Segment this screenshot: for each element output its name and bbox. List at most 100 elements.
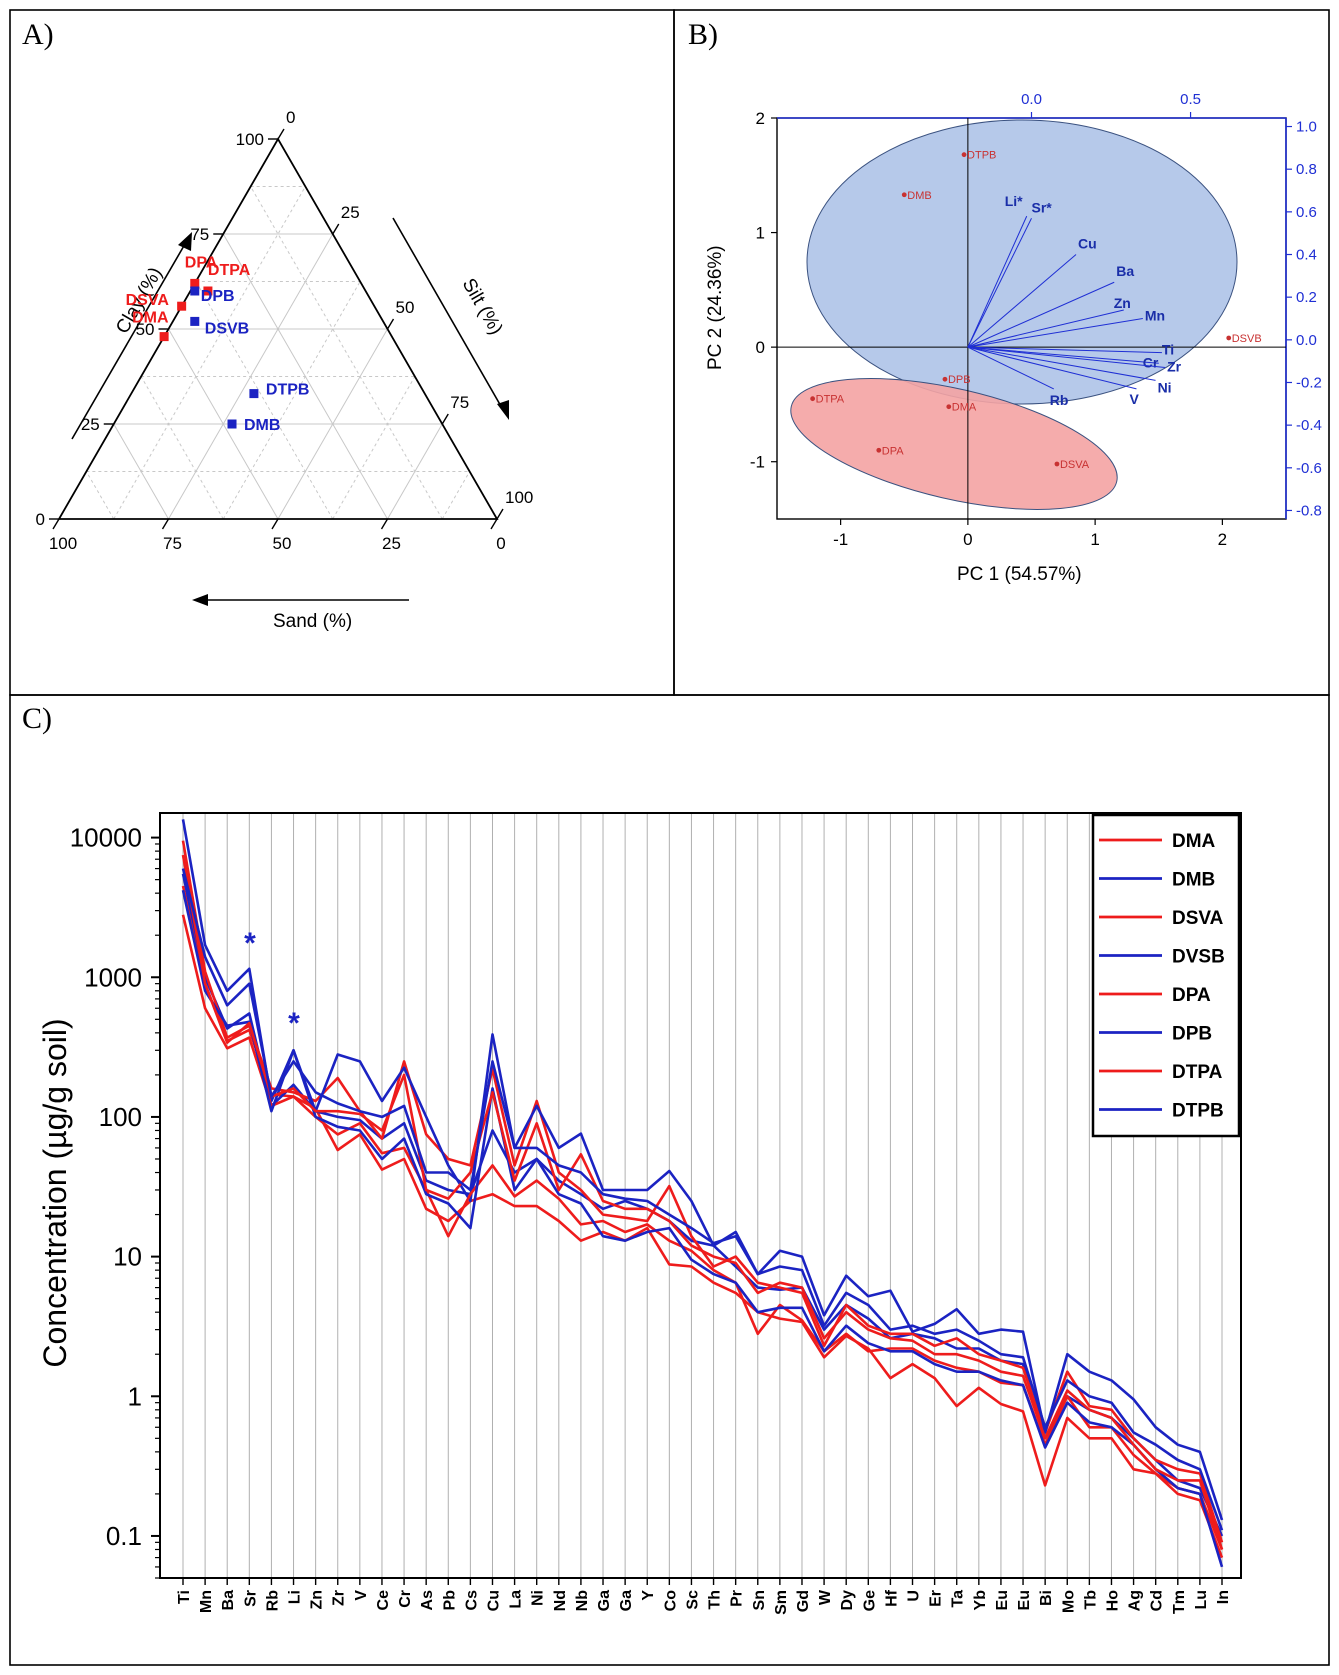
loading-label: Rb [1050, 392, 1069, 408]
series-line-dmb [181, 873, 1224, 1537]
legend-box [1091, 813, 1241, 1138]
sand-tick [52, 518, 60, 530]
score-label: DMA [952, 402, 977, 414]
x-tick-label: Pr [729, 1590, 746, 1607]
pca-x-tick-label: 2 [1218, 530, 1227, 549]
x-tick-label: Ga [618, 1590, 635, 1611]
concentration-plot-frame [159, 812, 1242, 1579]
ternary-point-label: DSVA [126, 292, 170, 309]
ternary-grid [85, 186, 471, 520]
grid-sand-line [250, 186, 443, 520]
x-tick-label: Ba [220, 1590, 237, 1611]
x-tick-label: Pb [441, 1590, 458, 1611]
ternary-point-dmb [227, 419, 237, 429]
x-tick-label: Zn [309, 1590, 326, 1610]
ternary-point-dpa [190, 278, 200, 288]
x-tick-label: Ge [861, 1590, 878, 1611]
score-label: DTPA [816, 394, 845, 406]
x-tick-label: Tm [1171, 1590, 1188, 1614]
legend: DMA DMB DSVA DVSB DPA DPB DTPA DTPB [1091, 813, 1241, 1138]
score-point-dsvb [1226, 335, 1232, 341]
panel-a-label: A) [22, 18, 54, 51]
concentration-gridlines [182, 813, 1223, 1578]
y-tick-label: 100 [99, 1102, 142, 1132]
pca-x-tick-label: 0 [963, 530, 972, 549]
x-tick-label: Rb [264, 1590, 281, 1612]
loading-vector [967, 346, 1166, 369]
loading-label: V [1129, 391, 1139, 407]
x-tick-label: Ho [1104, 1590, 1121, 1612]
pca-right-tick-label: -0.2 [1296, 374, 1322, 391]
x-tick-label: Th [707, 1590, 724, 1610]
concentration-series [181, 819, 1224, 1568]
sand-arrowhead [192, 594, 208, 606]
concentration-x-ticks: Ti Mn Ba Sr Rb Li Zn Zr V Ce Cr As Pb Cs Cu La Ni Nd Nb Ga G… [176, 1578, 1232, 1615]
pca-right-tick-label: 0.8 [1296, 161, 1317, 178]
score-point-dpa [876, 447, 882, 453]
grid-silt-line [113, 186, 306, 520]
score-label: DTPB [967, 150, 996, 162]
li-significance-star: * [288, 1007, 300, 1040]
legend-label: DVSB [1172, 947, 1225, 968]
series-line-dsva [181, 840, 1224, 1543]
pca-right-tick-label: 0.4 [1296, 247, 1317, 264]
loading-vector [967, 281, 1115, 348]
silt-tick [441, 413, 449, 425]
clay-tick-label: 75 [190, 225, 209, 244]
grid-silt-line [332, 376, 416, 520]
loading-vector [967, 346, 1156, 381]
x-tick-label: Er [928, 1590, 945, 1607]
silt-tick-label: 0 [286, 108, 295, 127]
x-tick-label: As [419, 1590, 436, 1611]
ternary-point-label: DPA [185, 254, 218, 271]
legend-label: DPB [1172, 1024, 1212, 1045]
pca-y-tick-label: -1 [750, 453, 765, 472]
sand-tick [161, 518, 170, 530]
loading-label: Ni [1158, 379, 1172, 395]
sand-tick-label: 75 [163, 534, 182, 553]
ternary-point-label: DTPB [266, 382, 310, 399]
x-tick-label: Eu [994, 1590, 1011, 1610]
x-tick-label: Gd [795, 1590, 812, 1612]
sr-significance-star: * [244, 927, 256, 960]
pca-right-tick-label: 1.0 [1296, 119, 1317, 136]
grid-sand-line [195, 281, 334, 520]
grid-sand-line [140, 376, 224, 520]
sand-tick-label: 100 [49, 534, 77, 553]
x-tick-label: Bi [1038, 1590, 1055, 1606]
loading-label: Sr* [1032, 199, 1053, 215]
pca-axes-ticks: -1 0 1 2 -1 0 1 2 0.0 0.5 1.0 0.8 0.6 0.4 0.2 0.0 -0.2 -0… [750, 91, 1322, 549]
silt-tick [496, 508, 504, 520]
legend-label: DTPB [1172, 1101, 1224, 1122]
x-tick-label: Ti [176, 1590, 193, 1604]
x-tick-label: Y [640, 1590, 657, 1601]
ternary-point-dsva [177, 301, 187, 311]
silt-tick-label: 50 [396, 298, 415, 317]
concentration-chart: 0.1 1 10 100 1000 10000 Ti Mn Ba Sr Rb Li Zn Zr V Ce Cr… [37, 812, 1242, 1615]
y-tick-label: 10000 [70, 823, 142, 853]
x-tick-label: Ga [596, 1590, 613, 1611]
score-point-dtpa [810, 396, 816, 402]
group-a-ellipse [790, 378, 1118, 510]
score-point-dtpb [961, 152, 967, 158]
pca-zero-lines [777, 118, 1286, 519]
y-tick-label: 10 [113, 1242, 142, 1272]
x-tick-label: Ce [375, 1590, 392, 1611]
x-tick-label: Nb [574, 1590, 591, 1612]
silt-tick [332, 223, 340, 235]
x-tick-label: Sm [773, 1590, 790, 1615]
grid-sand-line [168, 328, 279, 520]
ternary-point-label: DMB [244, 417, 280, 434]
ternary-point-dtpb [249, 389, 259, 399]
x-tick-label: Sn [751, 1590, 768, 1610]
y-tick-label: 1000 [84, 962, 142, 992]
score-point-dmb [901, 192, 907, 198]
loading-label: Cr [1143, 354, 1159, 370]
pca-top-tick-label: 0.0 [1021, 91, 1042, 108]
clay-tick-label: 25 [81, 415, 100, 434]
x-tick-label: Sr [242, 1590, 259, 1607]
series-line-dvsb [181, 819, 1224, 1521]
silt-tick-label: 75 [450, 393, 469, 412]
